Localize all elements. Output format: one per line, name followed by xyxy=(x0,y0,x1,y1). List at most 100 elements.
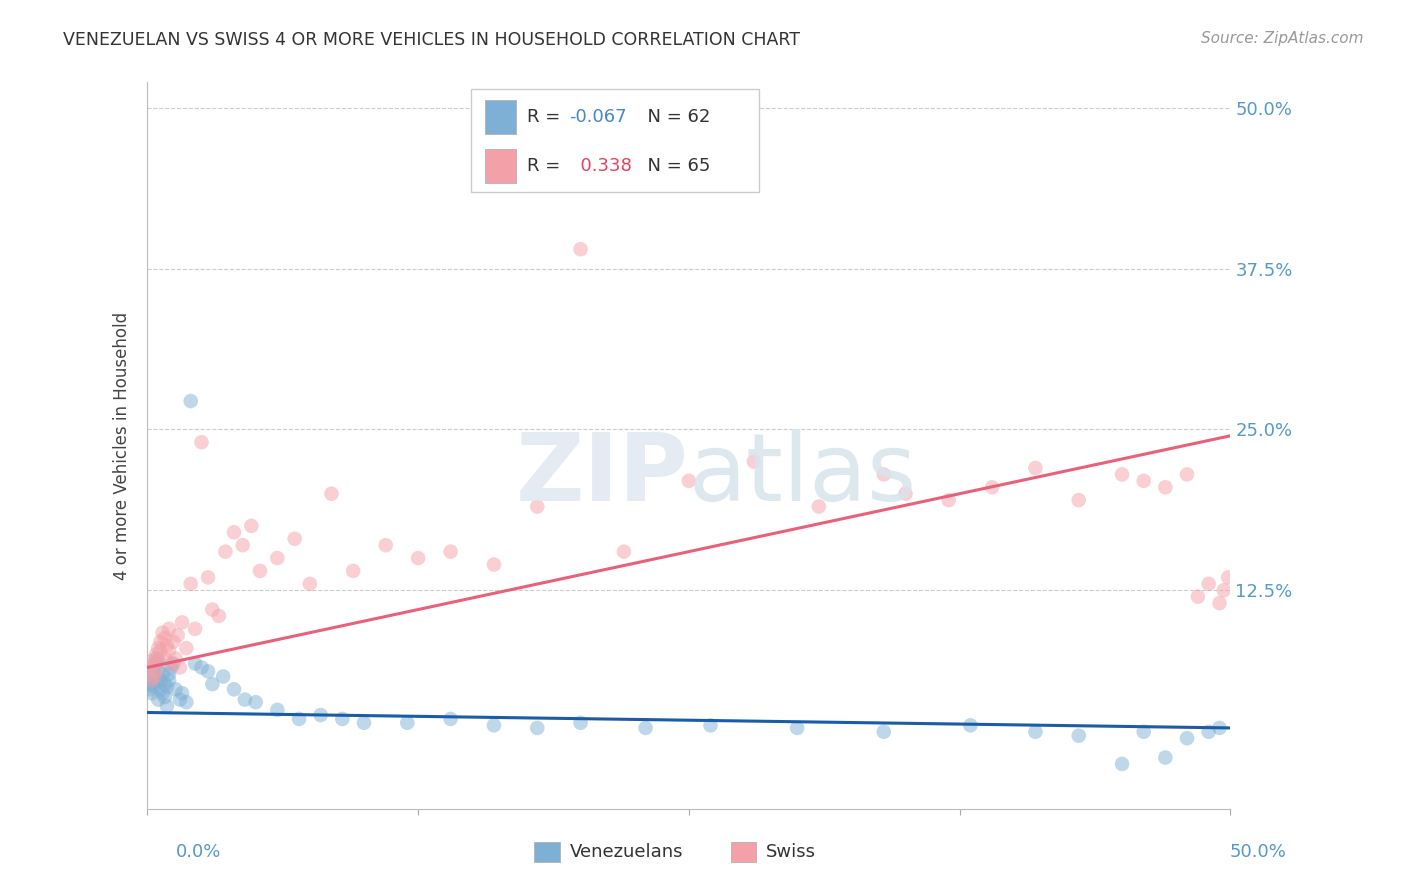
Text: R =: R = xyxy=(527,157,567,175)
Point xyxy=(141,686,163,700)
Point xyxy=(162,634,184,648)
Point xyxy=(197,665,219,679)
Point xyxy=(1187,590,1209,604)
Text: Swiss: Swiss xyxy=(766,843,817,861)
Point xyxy=(249,564,271,578)
Text: VENEZUELAN VS SWISS 4 OR MORE VEHICLES IN HOUSEHOLD CORRELATION CHART: VENEZUELAN VS SWISS 4 OR MORE VEHICLES I… xyxy=(63,31,800,49)
Point xyxy=(142,680,165,694)
Text: atlas: atlas xyxy=(689,428,917,521)
Point xyxy=(439,544,461,558)
Point xyxy=(142,669,165,683)
Point xyxy=(162,657,184,671)
Point xyxy=(153,677,176,691)
Point xyxy=(526,500,548,514)
Point xyxy=(1218,570,1240,584)
Point xyxy=(1111,467,1133,482)
Point xyxy=(342,564,364,578)
Point xyxy=(482,558,505,572)
Point xyxy=(141,677,163,691)
Text: N = 62: N = 62 xyxy=(636,108,710,126)
Point xyxy=(1067,493,1090,508)
Point xyxy=(284,532,307,546)
Point xyxy=(233,692,256,706)
Point xyxy=(165,682,187,697)
Point xyxy=(321,486,343,500)
Point xyxy=(157,622,180,636)
Text: 0.338: 0.338 xyxy=(569,157,633,175)
Point xyxy=(786,721,808,735)
Point xyxy=(374,538,396,552)
Point xyxy=(145,665,167,679)
Point xyxy=(152,666,174,681)
Point xyxy=(149,682,172,697)
Point xyxy=(298,576,321,591)
Text: -0.067: -0.067 xyxy=(569,108,627,126)
Point xyxy=(1175,467,1198,482)
Point xyxy=(184,622,207,636)
Point xyxy=(678,474,700,488)
Point xyxy=(288,712,311,726)
Point xyxy=(160,657,183,671)
Point xyxy=(208,609,231,624)
Point xyxy=(197,570,219,584)
Point xyxy=(1111,756,1133,771)
Point xyxy=(959,718,981,732)
Point xyxy=(138,673,160,688)
Point xyxy=(1132,724,1154,739)
Point xyxy=(166,628,188,642)
Point xyxy=(157,666,180,681)
Point xyxy=(138,682,160,697)
Point xyxy=(141,673,163,688)
Point xyxy=(152,625,174,640)
Text: Source: ZipAtlas.com: Source: ZipAtlas.com xyxy=(1201,31,1364,46)
Point xyxy=(873,467,896,482)
Point xyxy=(148,654,170,668)
Point xyxy=(148,641,170,656)
Point xyxy=(145,657,167,671)
Point xyxy=(807,500,830,514)
Point xyxy=(190,660,212,674)
Point xyxy=(142,657,165,671)
Point xyxy=(156,639,179,653)
Point xyxy=(1198,724,1220,739)
Point xyxy=(742,454,765,468)
Point xyxy=(170,615,193,630)
Point xyxy=(169,660,191,674)
Point xyxy=(1154,480,1177,494)
Point xyxy=(141,666,163,681)
Point xyxy=(169,692,191,706)
Point xyxy=(406,551,429,566)
Point xyxy=(149,673,172,688)
Point xyxy=(156,699,179,714)
Point xyxy=(353,715,375,730)
Point xyxy=(1024,724,1046,739)
Point xyxy=(201,677,224,691)
Point xyxy=(142,669,165,683)
Point xyxy=(165,651,187,665)
Point xyxy=(138,660,160,674)
Point xyxy=(240,519,263,533)
Point xyxy=(266,703,288,717)
Text: 0.0%: 0.0% xyxy=(176,843,221,861)
Point xyxy=(526,721,548,735)
Point xyxy=(180,576,202,591)
Point xyxy=(439,712,461,726)
Text: ZIP: ZIP xyxy=(516,428,689,521)
Point xyxy=(176,695,198,709)
Point xyxy=(981,480,1004,494)
Point xyxy=(153,651,176,665)
Point xyxy=(170,686,193,700)
Point xyxy=(222,525,245,540)
Point xyxy=(634,721,657,735)
Point xyxy=(873,724,896,739)
Y-axis label: 4 or more Vehicles in Household: 4 or more Vehicles in Household xyxy=(114,311,131,580)
Point xyxy=(153,690,176,704)
Text: Venezuelans: Venezuelans xyxy=(569,843,683,861)
Point xyxy=(1208,721,1230,735)
Point xyxy=(266,551,288,566)
Point xyxy=(153,631,176,645)
Point xyxy=(184,657,207,671)
Point xyxy=(201,602,224,616)
Point xyxy=(1212,583,1234,598)
Point xyxy=(148,654,170,668)
